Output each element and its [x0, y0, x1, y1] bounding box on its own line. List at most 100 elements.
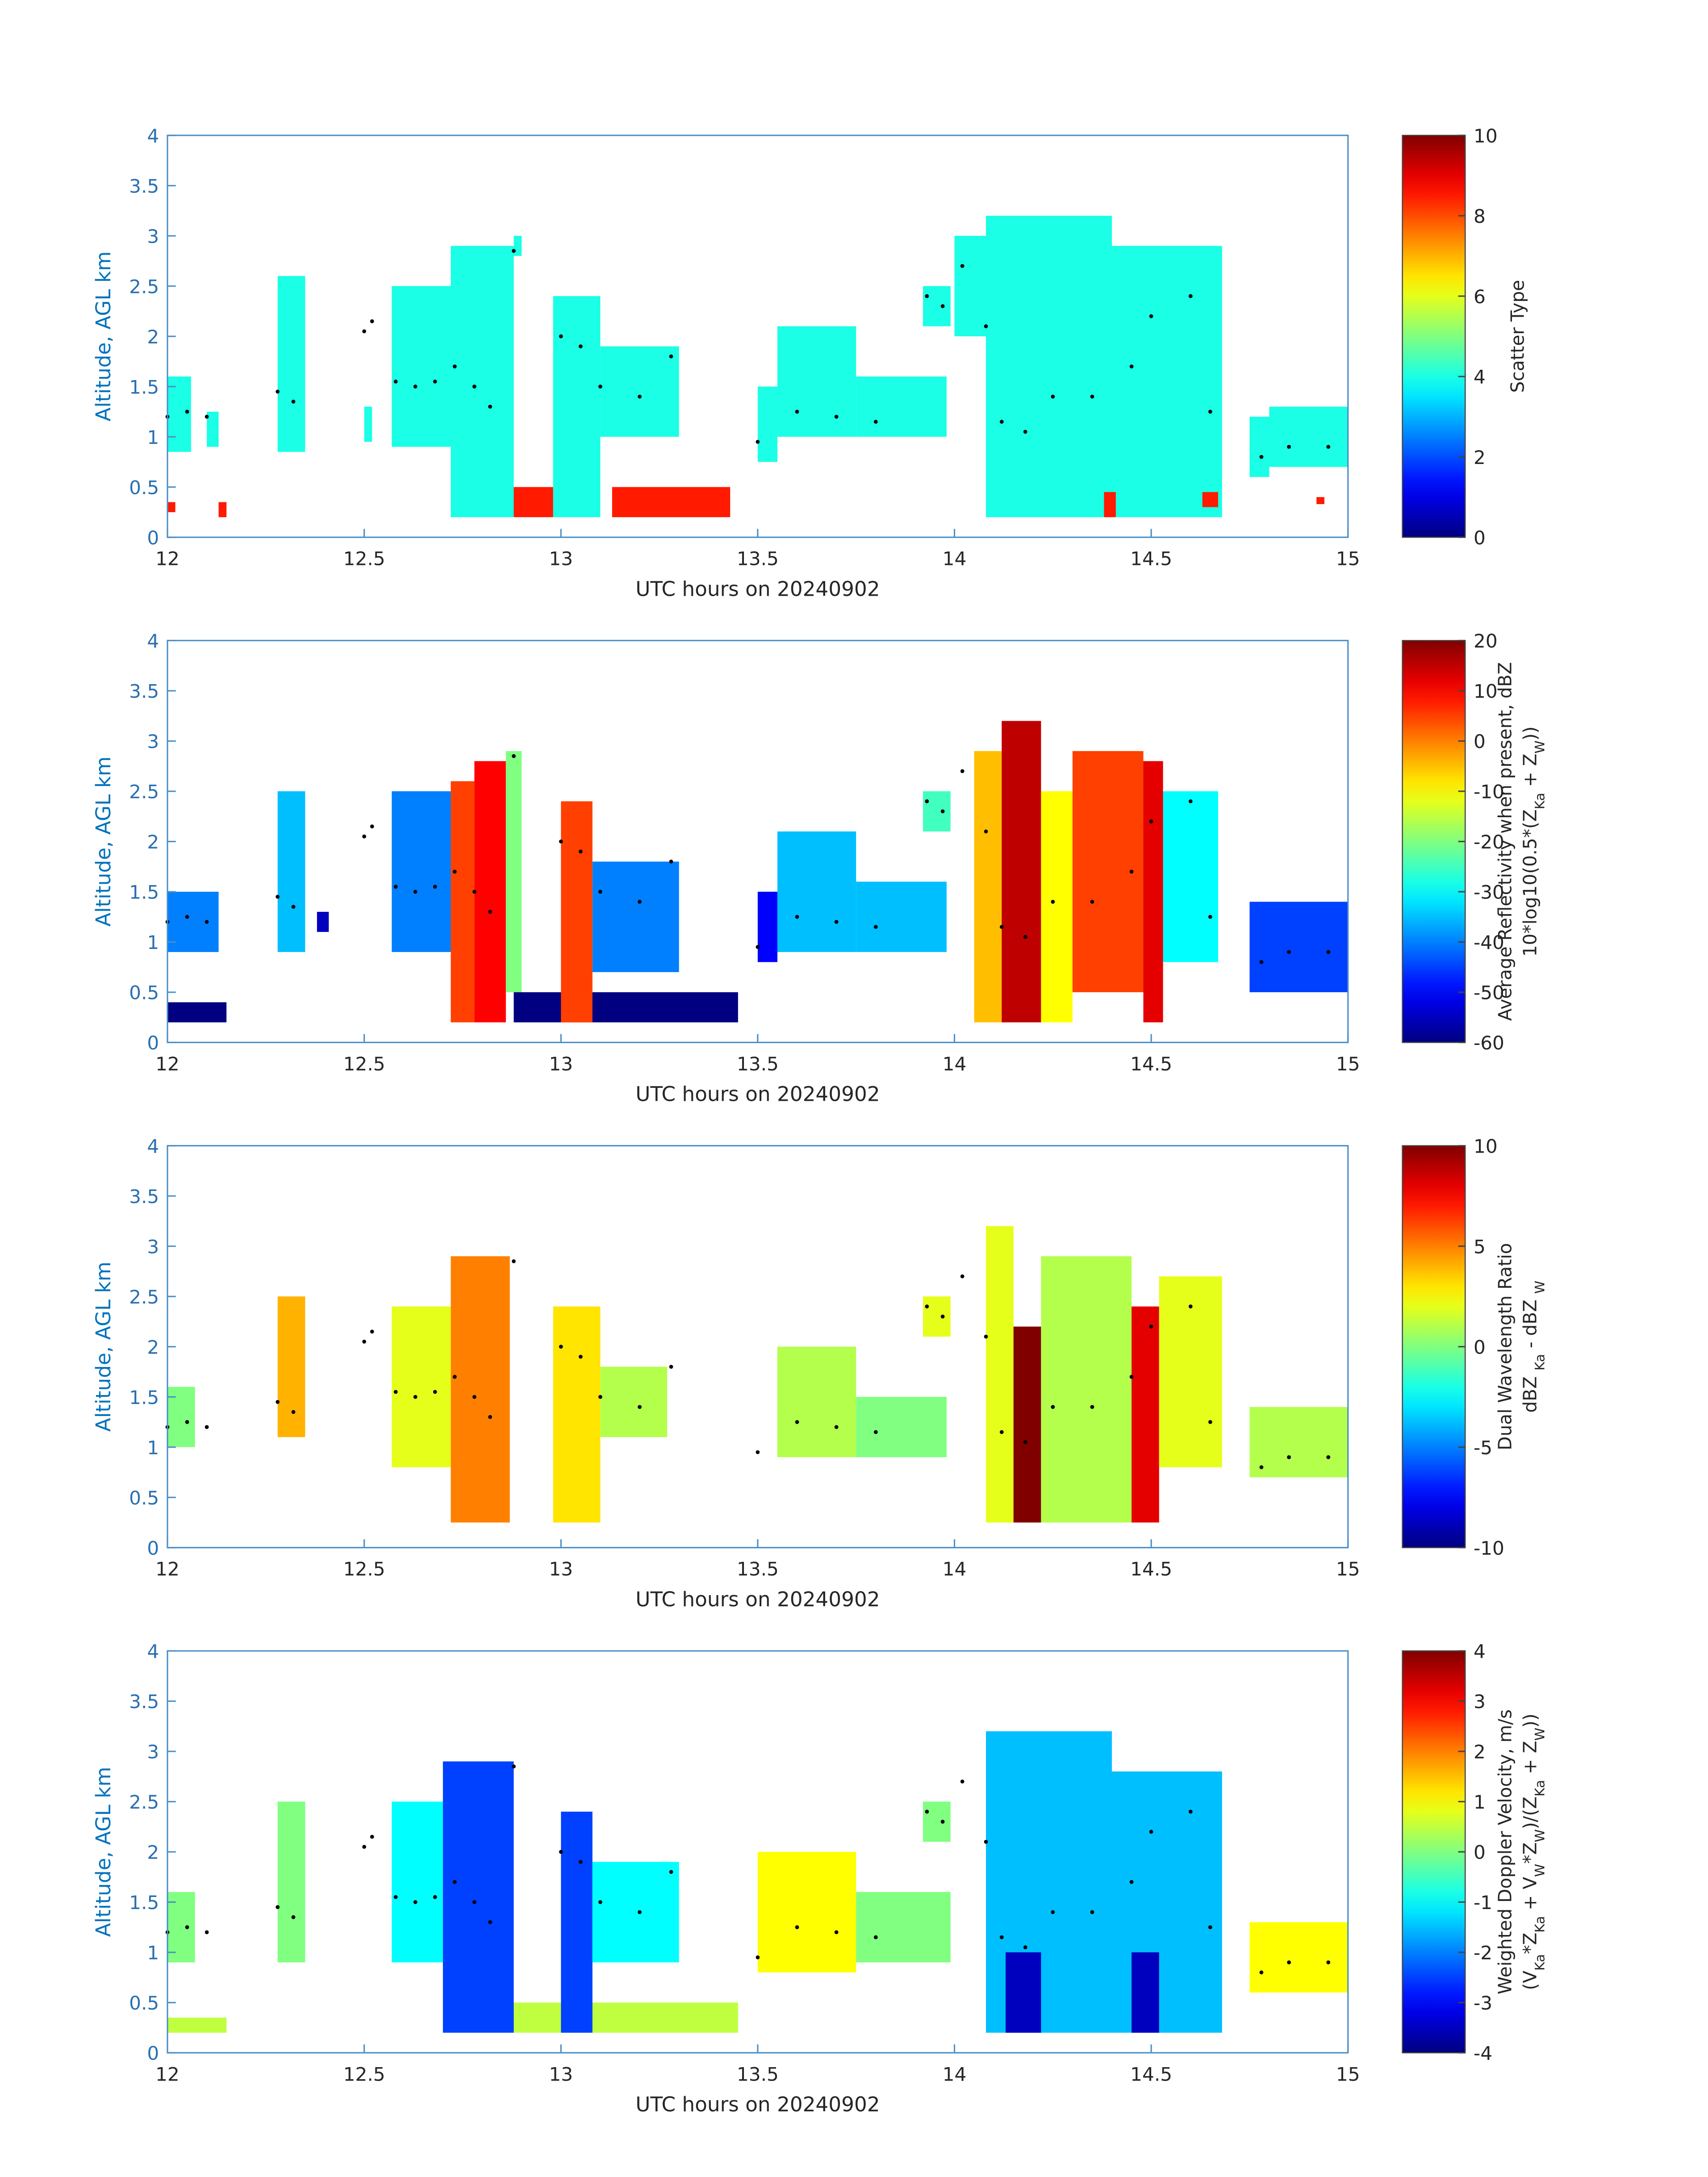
- label-part: Scatter Type: [1507, 280, 1528, 393]
- echo-cell: [514, 236, 522, 256]
- x-tick-label: 14: [943, 1558, 967, 1580]
- marker: [1326, 1455, 1331, 1459]
- marker: [960, 264, 965, 268]
- marker: [291, 1410, 296, 1414]
- echo-cell: [1112, 246, 1222, 518]
- label-part: (V: [1520, 1971, 1541, 1990]
- x-tick-label: 13: [549, 548, 573, 570]
- echo-cell: [277, 1801, 305, 1963]
- x-tick-label: 15: [1336, 1558, 1360, 1580]
- echo-cell: [1249, 1922, 1348, 1993]
- marker: [669, 860, 673, 864]
- marker: [559, 1850, 563, 1854]
- marker: [598, 1395, 602, 1399]
- echo-cell: [514, 992, 738, 1023]
- marker: [362, 329, 366, 334]
- marker: [393, 1390, 398, 1394]
- marker: [795, 409, 799, 414]
- x-tick-label: 13: [549, 2063, 573, 2085]
- marker: [925, 1304, 929, 1308]
- x-axis-label: UTC hours on 20240902: [635, 1082, 880, 1106]
- echo-cell: [1163, 791, 1218, 962]
- y-tick-label: 3.5: [129, 1186, 159, 1208]
- y-tick-label: 1: [147, 1437, 159, 1458]
- marker: [1090, 1405, 1094, 1409]
- colorbar-tick-label: 10: [1474, 1135, 1498, 1157]
- colorbar-tick-label: -2: [1474, 1942, 1492, 1964]
- colorbar-tick-label: 10: [1474, 681, 1498, 702]
- y-tick-label: 2: [147, 831, 159, 853]
- label-part: )): [1520, 1713, 1541, 1728]
- x-tick-label: 12.5: [343, 2063, 385, 2085]
- label-part: W: [1532, 1864, 1547, 1877]
- x-tick-label: 12: [155, 1053, 180, 1075]
- marker: [1326, 1960, 1331, 1964]
- x-tick-label: 13.5: [737, 2063, 779, 2085]
- marker: [999, 925, 1004, 929]
- y-tick-label: 3: [147, 226, 159, 247]
- marker: [1208, 1925, 1212, 1929]
- echo-cell: [218, 502, 227, 518]
- marker: [1023, 1440, 1027, 1444]
- y-tick-label: 3.5: [129, 681, 159, 702]
- colorbar-label: (VKa*ZKa + VW*ZW)/(ZKa + ZW)): [1520, 1713, 1548, 1990]
- echo-cell: [1269, 406, 1348, 467]
- marker: [834, 414, 839, 419]
- colorbar-tick-label: -60: [1474, 1032, 1504, 1054]
- label-part: )/(Z: [1520, 1797, 1541, 1829]
- marker: [1149, 819, 1153, 823]
- marker: [960, 769, 965, 773]
- marker: [452, 869, 457, 874]
- marker: [598, 890, 602, 894]
- y-tick-label: 2: [147, 326, 159, 348]
- label-part: Average Reflectivity when present, dBZ: [1494, 662, 1516, 1021]
- marker: [1326, 950, 1331, 954]
- colorbar-label: Average Reflectivity when present, dBZ: [1494, 662, 1516, 1021]
- marker: [1051, 1405, 1055, 1409]
- marker: [598, 1900, 602, 1904]
- echo-cell: [600, 346, 679, 437]
- label-part: W: [1532, 1829, 1547, 1842]
- marker: [291, 400, 296, 404]
- label-part: - dBZ: [1520, 1294, 1541, 1354]
- echo-cell: [514, 487, 553, 518]
- y-tick-label: 2: [147, 1842, 159, 1864]
- marker: [1051, 900, 1055, 904]
- echo-cell: [923, 1296, 951, 1337]
- marker: [370, 824, 374, 828]
- colorbar-tick-label: 0: [1474, 731, 1486, 752]
- marker: [999, 1430, 1004, 1434]
- echo-cell: [1006, 1952, 1041, 2033]
- marker: [276, 1400, 280, 1404]
- x-tick-label: 12.5: [343, 1558, 385, 1580]
- echo-cell: [856, 1892, 951, 1963]
- echo-cell: [1132, 1306, 1159, 1523]
- echo-cell: [451, 246, 514, 518]
- marker: [960, 1274, 965, 1279]
- marker: [472, 1395, 476, 1399]
- marker: [1287, 445, 1291, 449]
- marker: [638, 900, 642, 904]
- marker: [185, 409, 189, 414]
- x-axis-label: UTC hours on 20240902: [635, 577, 880, 601]
- marker: [638, 1910, 642, 1914]
- marker: [393, 380, 398, 384]
- marker: [578, 1354, 583, 1359]
- echo-cell: [392, 286, 451, 447]
- marker: [488, 405, 492, 409]
- x-tick-label: 12: [155, 2063, 180, 2085]
- label-part: Dual Wavelength Ratio: [1494, 1243, 1516, 1450]
- marker: [984, 829, 988, 834]
- y-tick-label: 4: [147, 630, 159, 652]
- marker: [362, 1340, 366, 1344]
- marker: [1051, 394, 1055, 399]
- label-part: *Z: [1520, 1933, 1541, 1954]
- y-tick-label: 1: [147, 426, 159, 448]
- marker: [925, 799, 929, 803]
- echo-cell: [1132, 1952, 1159, 2033]
- echo-cell: [167, 2018, 227, 2033]
- x-tick-label: 14.5: [1130, 1558, 1172, 1580]
- echo-cell: [986, 216, 1112, 518]
- marker: [1188, 294, 1193, 298]
- echo-cell: [392, 1306, 451, 1467]
